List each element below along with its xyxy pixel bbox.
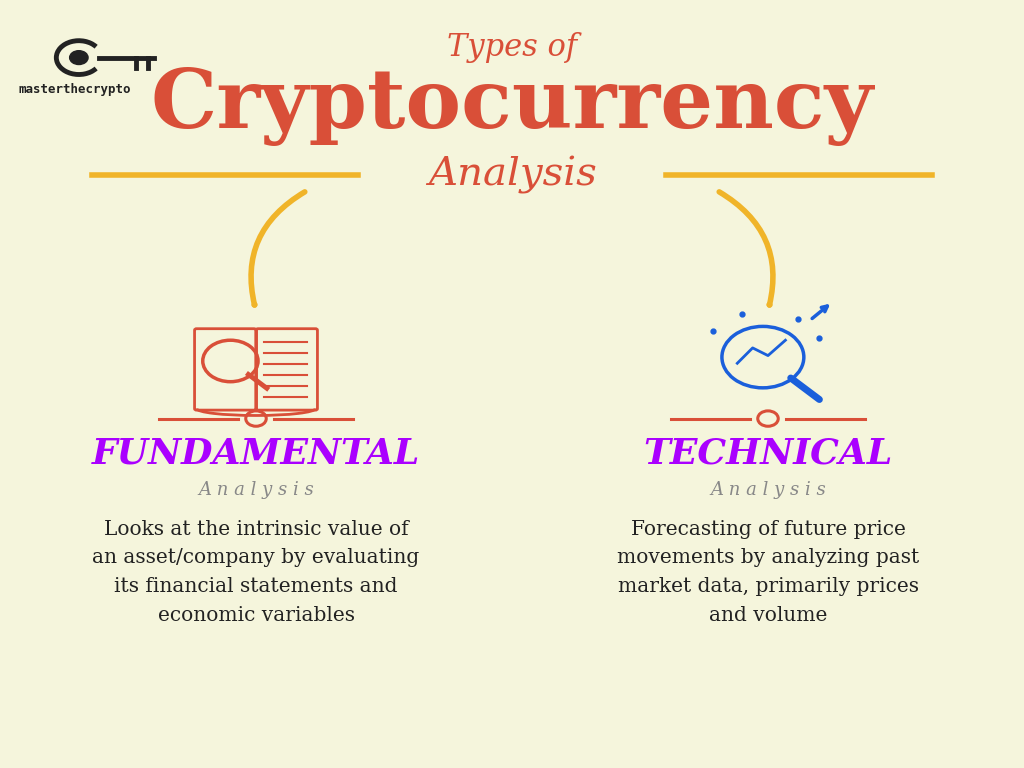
Text: A n a l y s i s: A n a l y s i s [198,481,314,499]
Text: Forecasting of future price
movements by analyzing past
market data, primarily p: Forecasting of future price movements by… [616,519,920,625]
Text: masterthecrypto: masterthecrypto [18,84,131,96]
Text: A n a l y s i s: A n a l y s i s [710,481,826,499]
Text: Analysis: Analysis [428,156,596,194]
Text: TECHNICAL: TECHNICAL [643,436,893,470]
Text: Looks at the intrinsic value of
an asset/company by evaluating
its financial sta: Looks at the intrinsic value of an asset… [92,519,420,625]
Circle shape [70,51,88,65]
Text: Types of: Types of [446,32,578,63]
Text: Cryptocurrency: Cryptocurrency [151,66,873,146]
Text: FUNDAMENTAL: FUNDAMENTAL [92,436,420,470]
FancyArrowPatch shape [719,192,773,305]
FancyArrowPatch shape [251,192,305,305]
